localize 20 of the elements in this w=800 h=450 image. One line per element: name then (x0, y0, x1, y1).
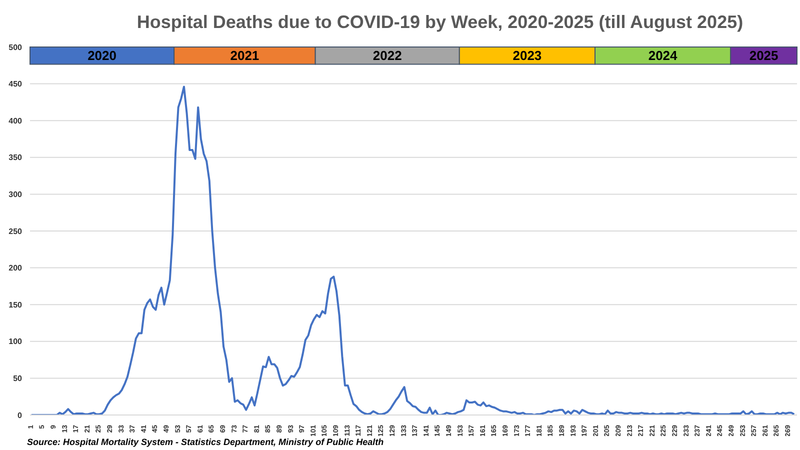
y-tick-label: 0 (18, 410, 23, 420)
band-label: 2023 (512, 48, 542, 64)
y-tick-label: 400 (8, 116, 23, 126)
y-tick-label: 300 (8, 190, 23, 200)
y-tick-label: 450 (8, 80, 23, 89)
band-label: 2024 (648, 48, 678, 64)
y-tick-label: 50 (13, 374, 23, 384)
source-note: Source: Hospital Mortality System - Statistics Department, Ministry of Public Health (27, 437, 384, 447)
y-tick-label: 200 (8, 264, 23, 273)
band-label: 2020 (88, 48, 116, 64)
y-tick-label: 500 (8, 42, 23, 52)
y-tick-label: 350 (8, 153, 23, 162)
chart-title: Hospital Deaths due to COVID-19 by Week, 2020-2025 (till August 2025) (136, 12, 744, 33)
band-label: 2022 (372, 48, 402, 64)
band-label: 2025 (749, 48, 778, 64)
y-tick-label: 150 (8, 300, 23, 310)
y-tick-label: 100 (8, 337, 23, 346)
line-series (30, 86, 796, 415)
y-tick-label: 250 (8, 226, 23, 236)
band-label: 2021 (230, 48, 260, 64)
